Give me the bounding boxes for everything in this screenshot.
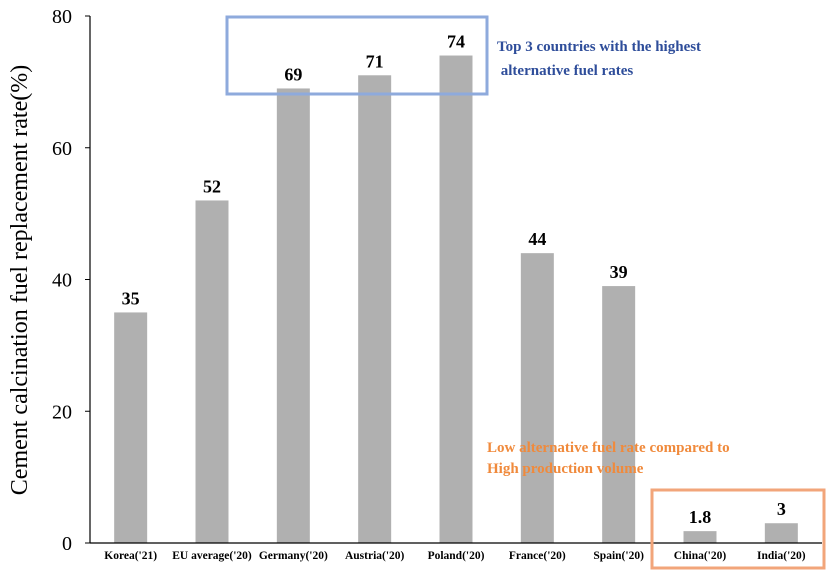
- data-label-7: 1.8: [689, 507, 712, 527]
- bar-1: [195, 200, 229, 543]
- data-label-5: 44: [528, 229, 546, 249]
- data-label-8: 3: [777, 499, 786, 519]
- bar-5: [520, 253, 554, 543]
- y-tick-label: 60: [52, 138, 72, 160]
- low-rate-highlight-box: [650, 488, 826, 570]
- y-tick-label: 80: [52, 6, 72, 28]
- bar-0: [114, 312, 148, 543]
- bar-8: [764, 523, 798, 543]
- bar-4: [439, 55, 473, 544]
- bar-6: [602, 286, 636, 543]
- bar-3: [358, 75, 392, 543]
- top3-annotation-line1: Top 3 countries with the highest: [497, 39, 701, 55]
- data-label-1: 52: [203, 176, 221, 196]
- data-label-0: 35: [122, 288, 140, 308]
- category-label-7: China('20): [674, 550, 727, 562]
- y-axis-label: Cement calcination fuel replacement rate…: [7, 65, 33, 495]
- y-tick-label: 40: [52, 270, 72, 292]
- category-label-2: Germany('20): [259, 550, 328, 562]
- data-label-3: 71: [366, 51, 384, 71]
- category-label-8: India('20): [757, 550, 806, 562]
- category-label-5: France('20): [509, 550, 566, 562]
- category-label-4: Poland('20): [428, 550, 485, 562]
- top3-annotation-line2: alternative fuel rates: [497, 63, 633, 79]
- data-label-2: 69: [284, 64, 302, 84]
- y-tick-label: 20: [52, 401, 72, 423]
- bar-7: [683, 531, 717, 543]
- bar-2: [276, 88, 310, 544]
- category-label-0: Korea('21): [104, 550, 157, 562]
- low-rate-annotation-line1: Low alternative fuel rate compared to: [487, 440, 730, 456]
- category-label-3: Austria('20): [345, 550, 405, 562]
- top3-highlight-box: [225, 15, 489, 96]
- data-label-4: 74: [447, 32, 465, 52]
- category-label-1: EU average('20): [172, 550, 252, 562]
- category-label-6: Spain('20): [593, 550, 644, 562]
- low-rate-annotation-line2: High production volume: [487, 461, 644, 477]
- data-label-6: 39: [610, 262, 628, 282]
- y-tick-label: 0: [62, 533, 72, 555]
